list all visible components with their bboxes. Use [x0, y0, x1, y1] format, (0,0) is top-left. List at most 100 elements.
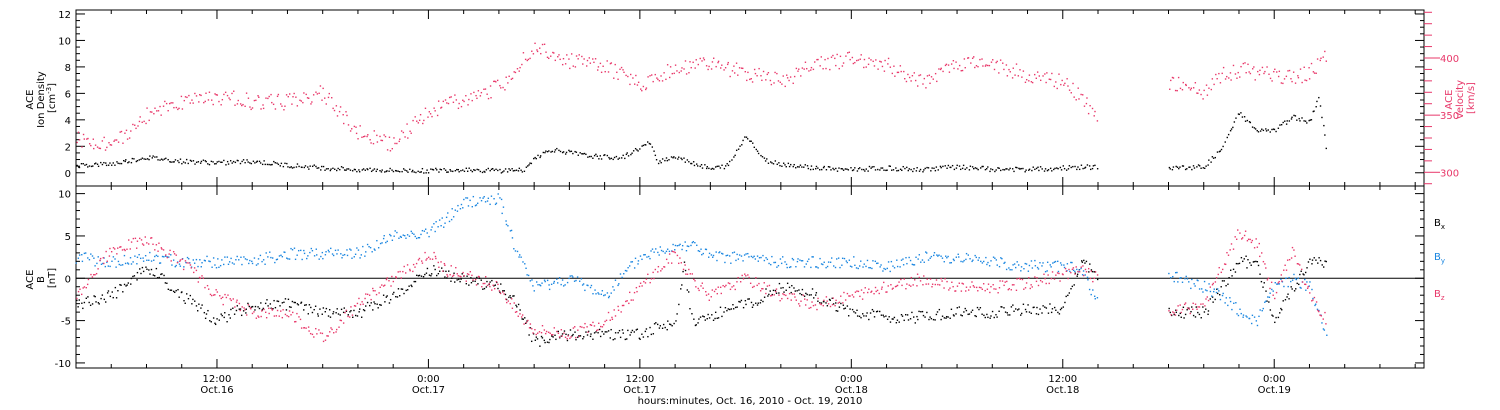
data-point-bx	[991, 310, 994, 313]
data-point-bx	[284, 298, 287, 300]
data-point-density	[609, 158, 611, 160]
data-point-by	[1190, 287, 1192, 290]
data-point-by	[411, 232, 414, 234]
data-point-bz	[215, 289, 217, 291]
data-point-bx	[851, 308, 854, 311]
data-point-bz	[1223, 263, 1226, 265]
data-point-bx	[1037, 313, 1040, 316]
data-point-density	[962, 164, 965, 167]
data-point-by	[529, 280, 531, 282]
data-point-by	[284, 251, 286, 254]
data-point-by	[902, 264, 905, 266]
data-point-bz	[547, 331, 550, 334]
data-point-bz	[771, 294, 773, 297]
data-point-density	[1257, 131, 1260, 133]
data-point-by	[902, 258, 904, 260]
data-point-density	[1057, 167, 1059, 170]
data-point-bx	[1194, 316, 1197, 318]
data-point-bx	[365, 305, 367, 307]
data-point-by	[702, 252, 704, 255]
data-point-velocity	[610, 62, 613, 64]
data-point-bx	[230, 308, 232, 311]
data-point-bx	[347, 314, 349, 316]
data-point-velocity	[671, 72, 673, 75]
density-tick-label: 2	[65, 142, 71, 153]
data-point-bx	[76, 299, 78, 302]
data-point-bx	[362, 309, 365, 311]
data-point-velocity	[1093, 115, 1095, 117]
lower-panel-frame	[75, 185, 1425, 369]
data-point-bx	[350, 309, 352, 312]
data-point-bz	[668, 253, 671, 255]
data-point-by	[262, 259, 265, 261]
magnetic-field-axis-title-line-2: B	[36, 276, 47, 283]
data-point-bx	[103, 298, 106, 301]
data-point-density	[564, 153, 567, 155]
data-point-density	[627, 155, 630, 157]
data-point-velocity	[508, 75, 510, 78]
data-point-by	[206, 255, 208, 258]
data-point-velocity	[467, 104, 469, 106]
data-point-density	[151, 157, 153, 159]
data-point-bz	[525, 321, 528, 324]
data-point-density	[501, 171, 504, 173]
data-point-bx	[955, 313, 957, 315]
data-point-by	[945, 255, 947, 257]
data-point-bx	[929, 316, 931, 318]
data-point-velocity	[366, 135, 368, 138]
data-point-velocity	[1077, 87, 1079, 89]
data-point-velocity	[1210, 88, 1213, 91]
data-point-bz	[1175, 309, 1178, 311]
data-point-velocity	[1179, 87, 1182, 90]
data-point-bz	[247, 304, 250, 306]
data-point-by	[806, 260, 809, 263]
data-point-density	[891, 169, 893, 171]
data-point-velocity	[381, 139, 384, 142]
data-point-velocity	[1197, 92, 1199, 94]
data-point-by	[278, 255, 281, 257]
data-point-velocity	[494, 80, 496, 83]
data-point-bx	[406, 289, 409, 291]
data-point-velocity	[521, 63, 523, 66]
data-point-density	[1181, 165, 1184, 167]
data-point-velocity	[463, 100, 465, 103]
data-point-by	[633, 267, 636, 269]
velocity-axis-title-line-2: Velocity	[1455, 80, 1466, 119]
data-point-by	[264, 263, 266, 265]
data-point-by	[334, 249, 337, 252]
data-point-density	[946, 167, 948, 169]
data-point-bz	[278, 315, 280, 317]
data-point-by	[572, 276, 574, 278]
data-point-bx	[454, 281, 456, 283]
data-point-by	[678, 244, 680, 247]
data-point-by	[1196, 279, 1198, 281]
data-point-by	[1314, 304, 1316, 307]
data-point-bz	[633, 291, 636, 294]
data-point-velocity	[407, 137, 409, 139]
data-point-velocity	[319, 85, 322, 87]
data-point-by	[423, 230, 426, 232]
data-point-bz	[552, 334, 554, 336]
data-point-by	[992, 256, 995, 258]
data-point-bz	[596, 329, 598, 332]
data-point-by	[251, 262, 254, 265]
data-point-density	[788, 165, 791, 168]
data-point-bz	[1244, 230, 1247, 232]
data-point-velocity	[220, 104, 222, 106]
data-point-by	[998, 265, 1001, 268]
data-point-velocity	[627, 75, 629, 78]
data-point-bx	[293, 301, 295, 304]
data-point-bz	[1186, 307, 1189, 309]
data-point-velocity	[1185, 83, 1187, 86]
data-point-by	[686, 245, 689, 247]
data-point-velocity	[458, 102, 460, 105]
data-point-bx	[379, 303, 381, 306]
data-point-bz	[715, 288, 717, 291]
data-point-velocity	[784, 85, 786, 88]
data-point-bz	[654, 268, 657, 271]
data-point-density	[404, 169, 406, 171]
data-point-density	[581, 153, 583, 155]
data-point-bz	[1039, 279, 1042, 282]
data-point-density	[822, 166, 825, 169]
data-point-by	[537, 284, 539, 286]
